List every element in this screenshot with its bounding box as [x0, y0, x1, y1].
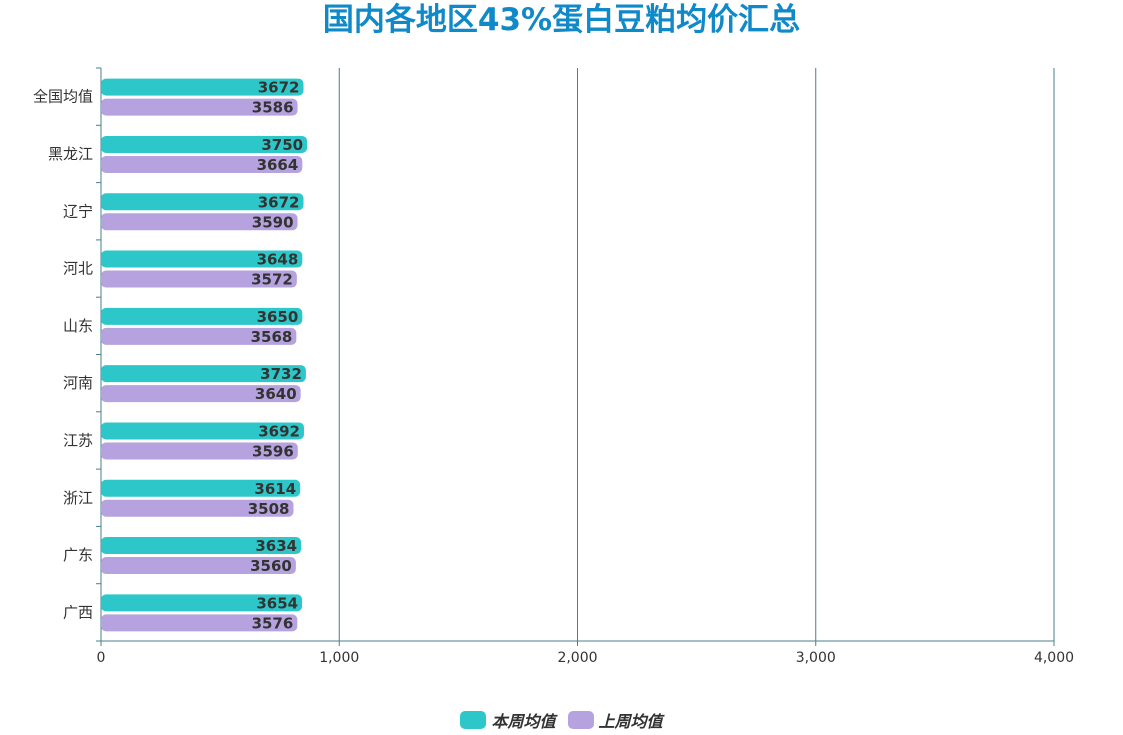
bar-current-week — [101, 422, 304, 440]
bar-current-week — [101, 594, 303, 612]
bar-previous-week — [101, 213, 298, 231]
bar-current-week — [101, 78, 304, 96]
x-tick-label: 0 — [97, 650, 106, 666]
bar-current-week — [101, 307, 303, 325]
category-label: 广东 — [63, 546, 93, 564]
data-label: 3648 — [257, 251, 299, 269]
category-label: 广西 — [63, 603, 93, 621]
x-tick-label: 2,000 — [557, 650, 597, 666]
data-label: 3568 — [251, 328, 293, 346]
data-label: 3672 — [258, 79, 300, 97]
bar-previous-week — [101, 98, 298, 116]
x-tick-label: 4,000 — [1034, 650, 1074, 666]
data-label: 3664 — [257, 156, 299, 174]
data-label: 3586 — [252, 99, 294, 117]
chart-title: 国内各地区43%蛋白豆粕均价汇总 — [322, 2, 801, 38]
data-label: 3692 — [258, 422, 300, 440]
category-label: 辽宁 — [63, 202, 93, 220]
category-label: 河南 — [63, 374, 93, 392]
bar-previous-week — [101, 155, 303, 173]
x-tick-label: 3,000 — [796, 650, 836, 666]
bar-chart: 0 1,000 2,000 3,000 4,000 全国均值 3672 3586 黑龙江 3750… — [33, 67, 1074, 666]
data-label: 3640 — [255, 385, 297, 403]
legend-label: 本周均值 — [491, 712, 556, 731]
data-label: 3672 — [258, 193, 300, 211]
data-label: 3654 — [256, 594, 298, 612]
bar-previous-week — [101, 499, 294, 517]
bar-previous-week — [101, 270, 297, 288]
category-label: 浙江 — [63, 489, 93, 507]
bar-current-week — [101, 365, 306, 383]
data-label: 3634 — [255, 537, 297, 555]
bar-current-week — [101, 193, 304, 211]
bar-current-week — [101, 537, 302, 555]
bar-current-week — [101, 250, 303, 268]
legend-label: 上周均值 — [598, 712, 663, 731]
bar-previous-week — [101, 557, 296, 575]
data-label: 3508 — [248, 500, 290, 518]
category-label: 全国均值 — [33, 88, 93, 106]
bar-previous-week — [101, 442, 298, 460]
data-label: 3650 — [257, 308, 299, 326]
legend-swatch — [460, 711, 487, 729]
legend: 本周均值 上周均值 — [0, 708, 1123, 732]
category-label: 山东 — [63, 317, 93, 335]
bar-previous-week — [101, 614, 298, 632]
data-label: 3614 — [254, 480, 296, 498]
data-label: 3596 — [252, 442, 294, 460]
data-label: 3732 — [260, 365, 302, 383]
category-label: 河北 — [63, 260, 93, 278]
legend-swatch — [567, 711, 594, 729]
data-label: 3750 — [261, 136, 303, 154]
bar-previous-week — [101, 385, 301, 403]
category-label: 江苏 — [63, 431, 93, 449]
legend-item-previous-week[interactable]: 上周均值 — [567, 708, 663, 732]
x-tick-label: 1,000 — [319, 650, 359, 666]
bar-current-week — [101, 135, 308, 153]
legend-item-current-week[interactable]: 本周均值 — [460, 708, 556, 732]
bar-previous-week — [101, 327, 297, 345]
data-label: 3560 — [250, 557, 292, 575]
data-label: 3572 — [251, 271, 293, 289]
bar-current-week — [101, 479, 301, 497]
data-label: 3576 — [252, 614, 294, 632]
category-label: 黑龙江 — [48, 145, 93, 163]
data-label: 3590 — [252, 213, 294, 231]
